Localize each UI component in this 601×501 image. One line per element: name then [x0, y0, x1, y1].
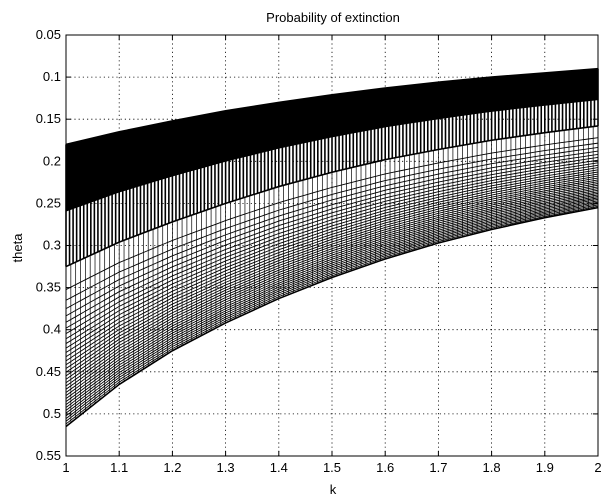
series-line	[65, 167, 599, 349]
series-line	[65, 171, 599, 358]
series-line	[65, 181, 599, 377]
series-outline	[65, 206, 599, 428]
series-line	[65, 198, 599, 411]
chart-title: Probability of extinction	[266, 10, 400, 25]
y-tick-label: 0.4	[43, 322, 61, 337]
series-outline	[65, 67, 599, 146]
series-line	[65, 189, 599, 393]
series-line	[65, 156, 599, 329]
x-tick-label: 1.8	[483, 460, 501, 475]
series-line	[65, 188, 599, 390]
series-outline	[65, 125, 599, 268]
series-line	[65, 186, 599, 387]
series-line	[65, 175, 599, 366]
series-line	[65, 153, 599, 323]
x-tick-label: 1.7	[429, 460, 447, 475]
x-axis-label: k	[330, 482, 337, 497]
x-tick-label: 2	[594, 460, 601, 475]
series-line	[65, 195, 599, 405]
series-line	[65, 203, 599, 419]
y-tick-label: 0.05	[36, 27, 61, 42]
series-line	[65, 150, 599, 317]
series-line	[65, 159, 599, 335]
series-line	[65, 137, 599, 290]
series-line	[65, 201, 599, 417]
x-tick-label: 1	[62, 460, 69, 475]
y-axis-label: theta	[10, 233, 25, 263]
y-tick-label: 0.5	[43, 406, 61, 421]
y-tick-label: 0.15	[36, 111, 61, 126]
series-line	[65, 200, 599, 414]
x-tick-label: 1.9	[536, 460, 554, 475]
y-tick-label: 0.25	[36, 195, 61, 210]
y-tick-label: 0.35	[36, 280, 61, 295]
series-line	[65, 169, 599, 353]
x-ticks: 1 1.1 1.2 1.3 1.4 1.5 1.6 1.7 1.8 1.9 2	[62, 35, 601, 475]
series-line	[65, 146, 599, 310]
x-tick-label: 1.5	[323, 460, 341, 475]
y-tick-label: 0.45	[36, 364, 61, 379]
y-ticks: 0.05 0.1 0.15 0.2 0.25 0.3 0.35 0.4 0.45 0.5 0.55	[36, 27, 598, 463]
series-line	[65, 164, 599, 344]
y-tick-label: 0.3	[43, 238, 61, 253]
series-line	[65, 142, 599, 301]
x-tick-label: 1.2	[163, 460, 181, 475]
series-band	[66, 68, 598, 212]
x-tick-label: 1.6	[376, 460, 394, 475]
series-line	[65, 197, 599, 408]
series-line	[65, 173, 599, 362]
series-line	[65, 184, 599, 384]
series-line	[65, 194, 599, 403]
series-line	[65, 162, 599, 340]
series-line	[65, 191, 599, 396]
series-line	[65, 205, 599, 425]
series-line	[65, 177, 599, 369]
series-line	[65, 179, 599, 373]
series-line	[65, 192, 599, 400]
plot-area	[65, 67, 599, 428]
x-tick-label: 1.3	[217, 460, 235, 475]
y-tick-label: 0.1	[43, 69, 61, 84]
x-tick-label: 1.4	[270, 460, 288, 475]
x-tick-label: 1.1	[110, 460, 128, 475]
y-tick-label: 0.55	[36, 448, 61, 463]
series-line	[65, 204, 599, 422]
series-line	[65, 183, 599, 380]
y-tick-label: 0.2	[43, 153, 61, 168]
